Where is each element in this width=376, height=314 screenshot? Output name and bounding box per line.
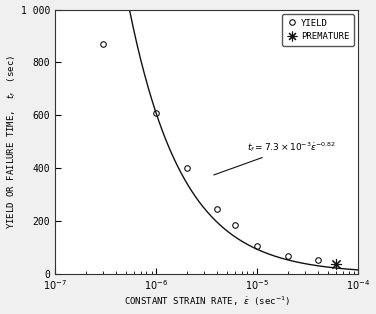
Legend: YIELD, PREMATURE: YIELD, PREMATURE <box>282 14 354 46</box>
Y-axis label: YIELD OR FAILURE TIME,  $t_f$  (sec): YIELD OR FAILURE TIME, $t_f$ (sec) <box>6 55 18 229</box>
X-axis label: CONSTANT STRAIN RATE, $\dot{\varepsilon}$ (sec$^{-1}$): CONSTANT STRAIN RATE, $\dot{\varepsilon}… <box>123 295 290 308</box>
Text: $t_f = 7.3 \times 10^{-3}\dot{\varepsilon}^{-0.82}$: $t_f = 7.3 \times 10^{-3}\dot{\varepsilo… <box>214 140 337 175</box>
